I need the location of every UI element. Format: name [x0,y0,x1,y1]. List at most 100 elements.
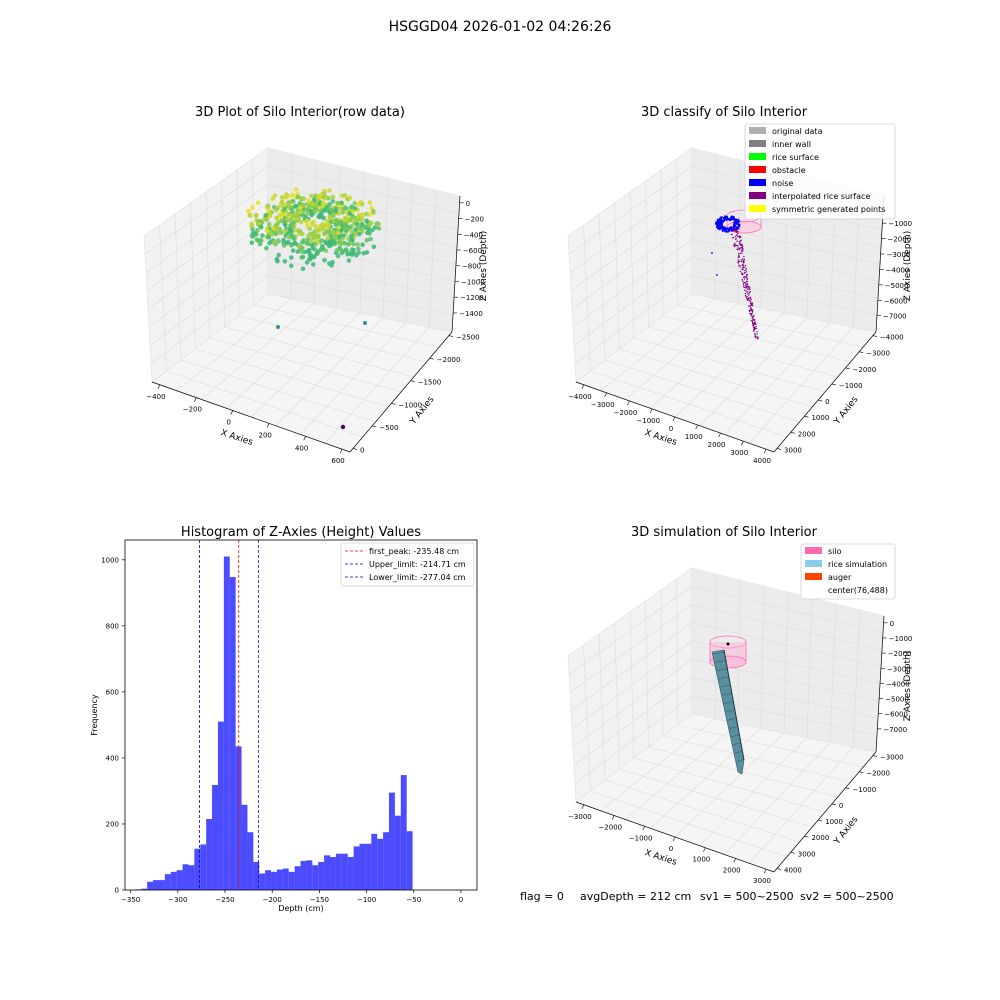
simulation-z-tick-label: 0 [890,620,894,628]
histogram-x-tick-label: 0 [459,896,463,904]
classify-interpolated-point [751,320,754,322]
raw-point [290,199,296,204]
classify-interpolated-point [747,288,749,291]
classify-noise-point [725,227,728,230]
raw-grid-line [382,177,389,318]
histogram-bar [158,880,165,890]
raw-point [342,193,348,198]
classify-interpolated-point [746,291,749,293]
histogram-bar [153,880,159,890]
simulation-legend-label: center(76,488) [828,586,888,595]
classify-z-tick-label: −1000 [888,220,912,228]
classify-interpolated-point [743,255,745,258]
raw-grid-line [144,165,460,255]
raw-point [257,241,263,247]
classify-y-tick [804,415,809,418]
classify-interpolated-point [745,290,747,292]
classify-grid-line [574,275,878,364]
classify-grid-line [604,359,800,423]
raw-point [350,213,356,219]
simulation-rice-surface [711,649,745,775]
raw-point [278,203,283,208]
raw-point [321,208,327,213]
classify-noise-point [716,274,718,276]
raw-point [306,204,312,210]
raw-point [261,216,267,222]
classify-interpolated-point [739,252,742,254]
raw-point [352,200,358,206]
raw-point [311,262,316,267]
classify-noise-point [723,219,726,222]
raw-z-tick-label: −400 [464,231,483,239]
simulation-rice-mesh-line [716,668,728,671]
classify-interpolated-point [744,269,746,272]
classify-interpolated-point [734,230,736,232]
raw-point [344,217,350,222]
classify-interpolated-point [748,292,751,294]
classify-interpolated-point [751,311,754,313]
simulation-grid-line [619,768,813,828]
simulation-grid-line [572,658,880,748]
classify-y-tick [776,448,782,450]
classify-x-tick [763,449,767,454]
simulation-grid-line [598,633,606,781]
classify-interpolated-point [742,264,744,266]
classify-legend-swatch [749,192,766,199]
simulation-3d-plot: 3D simulation of Silo Interior −3000 −200… [567,525,913,885]
classify-y-axis-label: Y Axies [832,395,861,428]
classify-x-tick-label: 2000 [708,441,726,449]
simulation-legend: silo rice simulation auger center(76,488) [800,543,896,600]
raw-point [304,240,309,246]
simulation-rice-mesh-line [730,734,739,738]
raw-point [370,208,376,214]
raw-point [309,221,315,227]
classify-interpolated-point [741,252,743,254]
raw-point [323,248,329,253]
classify-grid-line [699,317,808,426]
raw-outlier-point [276,325,280,329]
histogram-bar [141,888,148,890]
raw-point [338,220,344,225]
classify-legend-label: inner wall [772,140,811,149]
histogram-bar [223,556,230,890]
histogram-bar [200,844,207,890]
histogram-bar [253,861,260,890]
classify-legend-swatch [749,205,766,212]
classify-interpolated-point [748,300,751,302]
raw-point [351,241,356,247]
classify-noise-point [718,225,721,228]
histogram-bar [294,866,301,890]
raw-point [282,259,288,264]
simulation-legend-swatch [805,560,822,567]
classify-interpolated-point [741,272,743,274]
classify-interpolated-point [738,264,740,267]
raw-point [286,204,292,210]
raw-point [299,195,304,201]
raw-point [342,241,347,246]
histogram-legend-label: Lower_limit: -277.04 cm [369,573,466,582]
classify-interpolated-point [746,283,749,285]
histogram-bar [206,819,213,890]
classify-z-tick-label: −2000 [887,236,911,244]
simulation-y-tick [859,771,864,774]
histogram-bar [182,864,189,890]
histogram-bar [324,855,331,890]
classify-interpolated-point [738,255,740,257]
raw-point [266,234,272,240]
raw-y-tick-label: −2000 [437,356,461,364]
classify-interpolated-point [742,283,745,285]
raw-point [281,237,286,243]
classify-interpolated-point [744,292,747,295]
raw-grid-line [148,238,456,328]
histogram-y-tick-label: 1000 [101,556,119,564]
classify-interpolated-point [740,259,742,261]
classify-point-cloud [711,209,762,340]
classify-interpolated-point [748,294,750,296]
raw-point [314,238,319,243]
raw-point [257,218,263,224]
classify-y-tick-label: 1000 [811,414,829,422]
classify-interpolated-point [737,256,739,258]
raw-y-tick [448,335,454,337]
raw-point [322,196,327,201]
raw-point [310,201,315,207]
